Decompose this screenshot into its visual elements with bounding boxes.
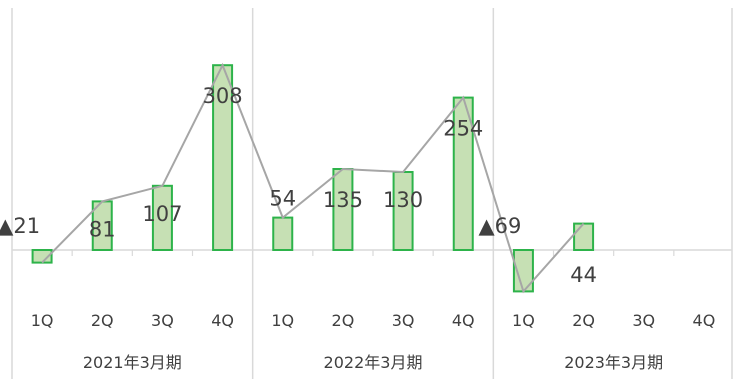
trend-line-layer <box>41 62 585 294</box>
group-label: 2021年3月期 <box>83 353 182 372</box>
data-label: ▲69 <box>479 214 522 238</box>
x-tick-label: 4Q <box>452 311 475 330</box>
bar <box>272 216 294 252</box>
x-tick-label: 1Q <box>31 311 54 330</box>
data-label: 130 <box>383 188 423 212</box>
group-label: 2022年3月期 <box>324 353 423 372</box>
x-tick-label: 4Q <box>693 311 716 330</box>
data-labels-layer: ▲21 81 107 308 54 135 130 254 ▲69 44 <box>0 84 597 287</box>
data-label: 54 <box>269 187 296 211</box>
x-tick-label: 3Q <box>151 311 174 330</box>
data-label: 135 <box>323 188 363 212</box>
tick-labels-layer: 1Q 2Q 3Q 4Q 2021年3月期 1Q 2Q 3Q 4Q 2022年3月期 1Q 2Q 3Q 4Q… <box>31 311 716 372</box>
data-label: ▲21 <box>0 214 40 238</box>
bar <box>573 222 595 252</box>
data-label: 44 <box>570 263 597 287</box>
trend-line <box>41 62 585 294</box>
x-tick-label: 2Q <box>572 311 595 330</box>
x-tick-label: 1Q <box>512 311 535 330</box>
bars-layer <box>31 64 595 293</box>
x-tick-label: 1Q <box>271 311 294 330</box>
x-tick-label: 2Q <box>91 311 114 330</box>
x-tick-label: 4Q <box>211 311 234 330</box>
data-label: 254 <box>443 117 483 141</box>
x-tick-label: 3Q <box>392 311 415 330</box>
x-tick-label: 3Q <box>632 311 655 330</box>
data-label: 81 <box>89 217 116 241</box>
x-tick-label: 2Q <box>332 311 355 330</box>
group-label: 2023年3月期 <box>564 353 663 372</box>
axes-layer <box>11 8 733 379</box>
data-label: 308 <box>203 84 243 108</box>
data-label: 107 <box>142 202 182 226</box>
